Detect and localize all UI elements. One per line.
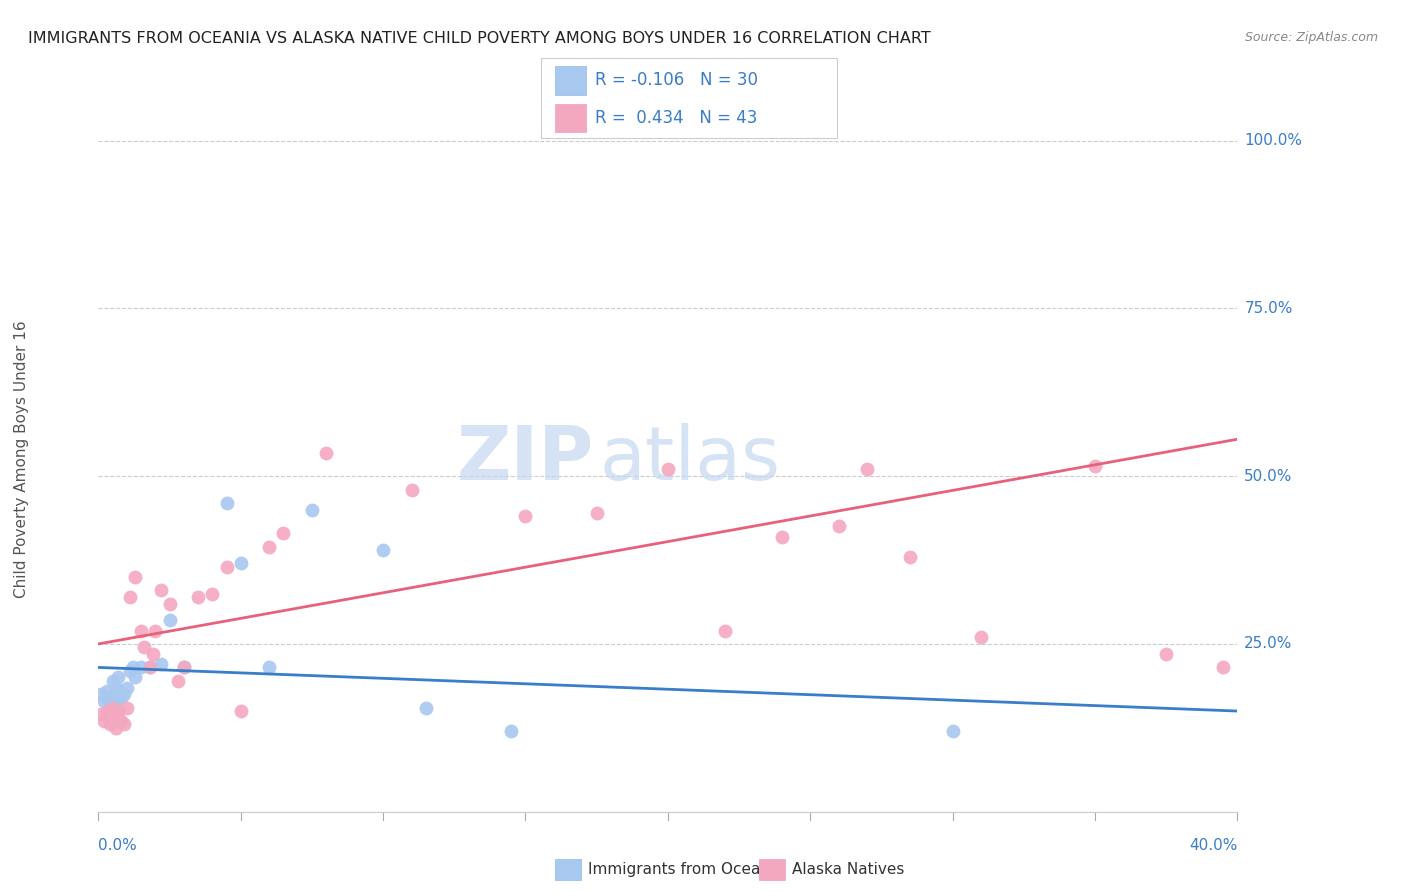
- Point: [112, 717, 135, 731]
- Point: [104, 721, 127, 735]
- Point: [770, 530, 793, 544]
- Point: [401, 483, 423, 497]
- Point: [115, 700, 138, 714]
- Point: [107, 684, 129, 698]
- Text: Alaska Natives: Alaska Natives: [792, 863, 904, 877]
- Point: [273, 526, 295, 541]
- Point: [1212, 660, 1234, 674]
- Point: [107, 671, 129, 685]
- Point: [98, 698, 121, 712]
- Point: [259, 660, 281, 674]
- Text: atlas: atlas: [599, 423, 780, 496]
- Point: [259, 540, 281, 554]
- Point: [415, 700, 437, 714]
- Point: [515, 509, 537, 524]
- Point: [373, 543, 395, 558]
- Text: IMMIGRANTS FROM OCEANIA VS ALASKA NATIVE CHILD POVERTY AMONG BOYS UNDER 16 CORRE: IMMIGRANTS FROM OCEANIA VS ALASKA NATIVE…: [28, 31, 931, 46]
- Point: [90, 707, 112, 722]
- Point: [104, 707, 127, 722]
- Point: [110, 714, 132, 728]
- Point: [159, 614, 181, 628]
- Point: [118, 590, 141, 604]
- Point: [167, 673, 190, 688]
- Text: 50.0%: 50.0%: [1244, 468, 1292, 483]
- Text: R =  0.434   N = 43: R = 0.434 N = 43: [595, 109, 756, 128]
- Point: [1154, 647, 1177, 661]
- Text: ZIP: ZIP: [457, 423, 593, 496]
- Point: [101, 700, 124, 714]
- Point: [104, 694, 127, 708]
- Text: 100.0%: 100.0%: [1244, 133, 1302, 148]
- Point: [110, 690, 132, 705]
- Point: [90, 687, 112, 701]
- Point: [828, 519, 851, 533]
- Point: [159, 597, 181, 611]
- Point: [121, 660, 143, 674]
- Text: 75.0%: 75.0%: [1244, 301, 1292, 316]
- Point: [187, 590, 209, 604]
- Point: [201, 586, 224, 600]
- Point: [315, 445, 337, 459]
- Point: [129, 624, 152, 638]
- Point: [898, 549, 921, 564]
- Point: [93, 694, 115, 708]
- Text: 25.0%: 25.0%: [1244, 636, 1292, 651]
- Point: [101, 673, 124, 688]
- Point: [585, 506, 607, 520]
- Point: [107, 704, 129, 718]
- Point: [215, 496, 238, 510]
- Text: 40.0%: 40.0%: [1189, 838, 1237, 854]
- Point: [173, 660, 195, 674]
- Point: [96, 690, 118, 705]
- Point: [141, 647, 163, 661]
- Point: [215, 559, 238, 574]
- Point: [942, 724, 965, 739]
- Point: [657, 462, 679, 476]
- Point: [501, 724, 523, 739]
- Point: [93, 714, 115, 728]
- Point: [229, 704, 252, 718]
- Point: [96, 704, 118, 718]
- Point: [150, 583, 173, 598]
- Point: [101, 687, 124, 701]
- Point: [173, 660, 195, 674]
- Point: [714, 624, 737, 638]
- Text: Child Poverty Among Boys Under 16: Child Poverty Among Boys Under 16: [14, 320, 28, 599]
- Point: [118, 664, 141, 678]
- Point: [856, 462, 879, 476]
- Point: [138, 660, 160, 674]
- Point: [132, 640, 155, 655]
- Text: Immigrants from Oceania: Immigrants from Oceania: [588, 863, 783, 877]
- Point: [129, 660, 152, 674]
- Point: [124, 671, 146, 685]
- Point: [112, 687, 135, 701]
- Point: [138, 660, 160, 674]
- Point: [115, 681, 138, 695]
- Text: R = -0.106   N = 30: R = -0.106 N = 30: [595, 71, 758, 89]
- Point: [229, 557, 252, 571]
- Text: Source: ZipAtlas.com: Source: ZipAtlas.com: [1244, 31, 1378, 45]
- Point: [98, 717, 121, 731]
- Point: [150, 657, 173, 671]
- Point: [96, 684, 118, 698]
- Point: [970, 630, 993, 644]
- Point: [107, 711, 129, 725]
- Point: [301, 502, 323, 516]
- Text: 0.0%: 0.0%: [98, 838, 138, 854]
- Point: [1084, 459, 1107, 474]
- Point: [124, 570, 146, 584]
- Point: [145, 624, 167, 638]
- Point: [104, 681, 127, 695]
